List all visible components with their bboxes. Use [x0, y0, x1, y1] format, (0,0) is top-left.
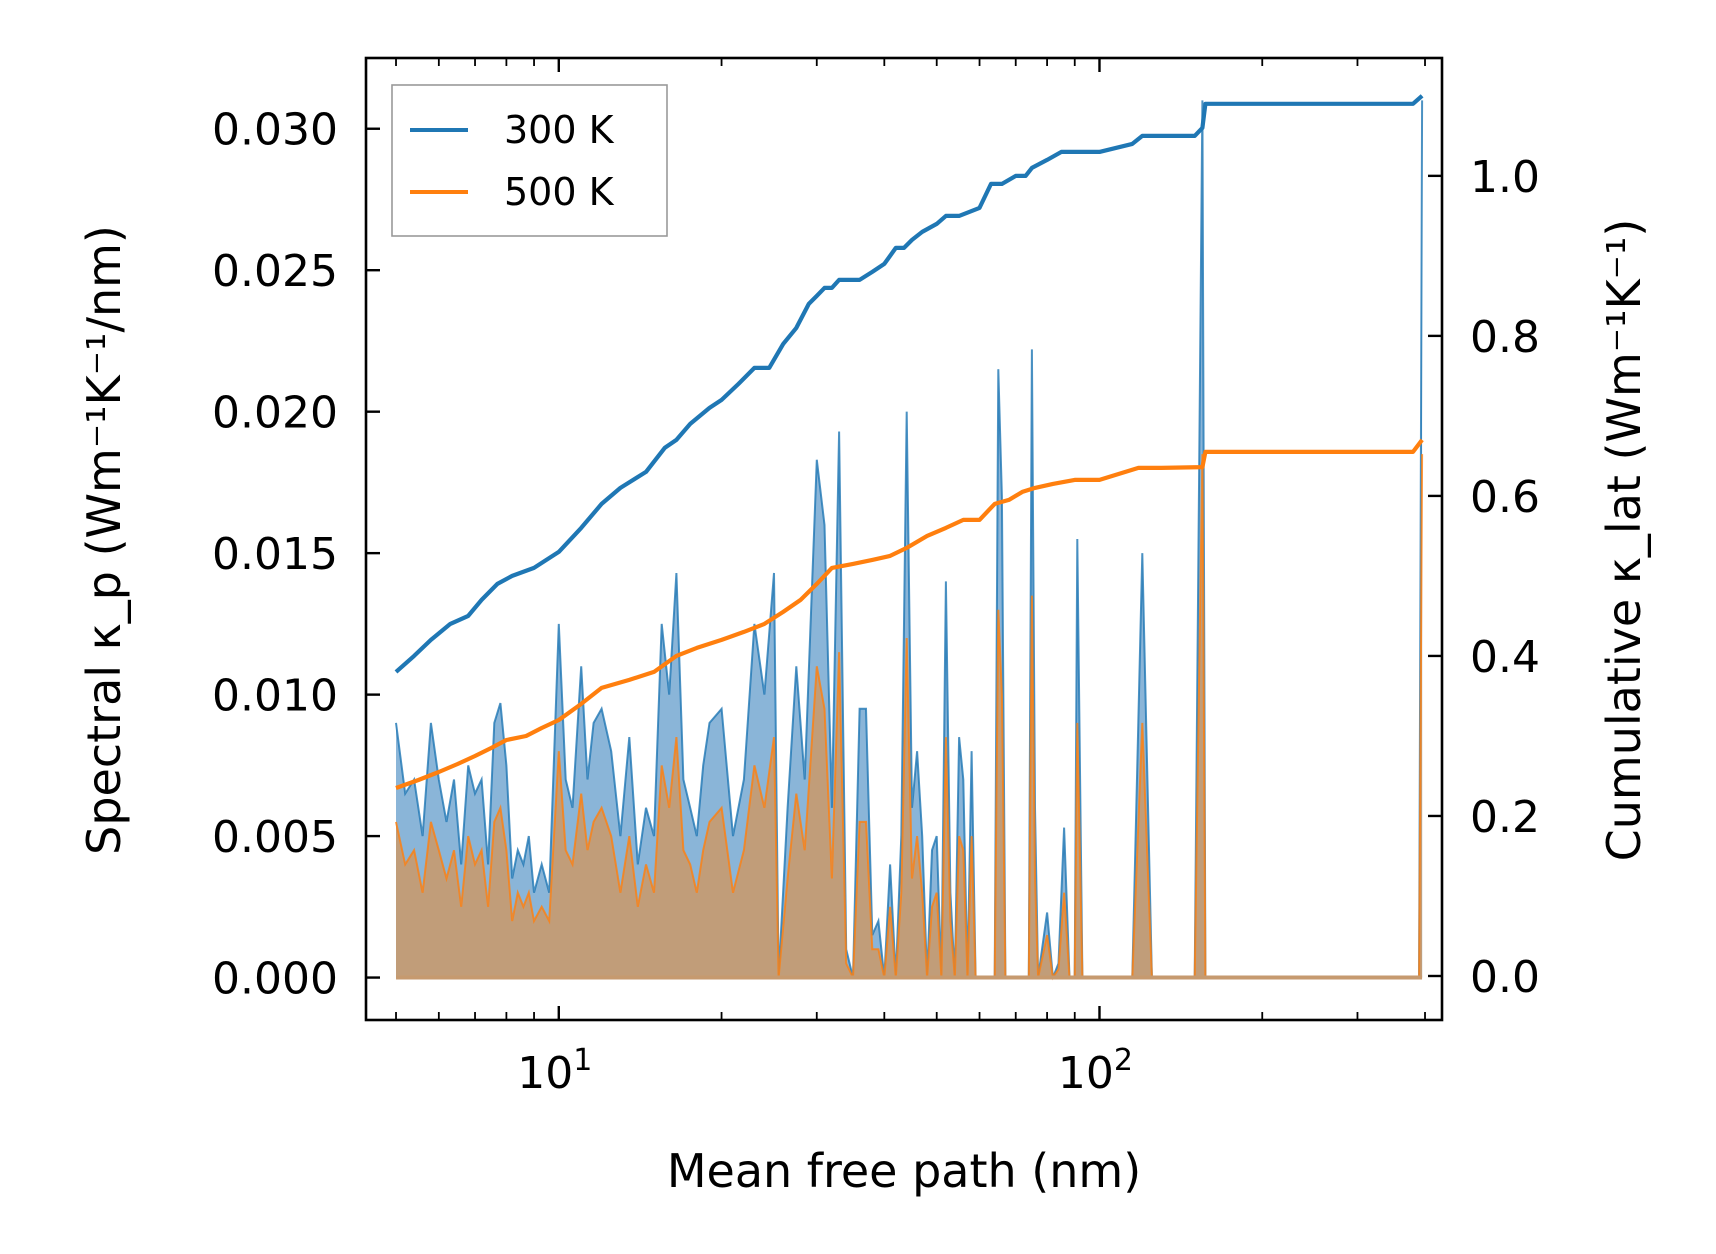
legend-label-500k: 500 K — [504, 170, 615, 214]
cumulative-line-500k — [395, 438, 1424, 790]
y-axis-label-left: Spectral κ_p (Wm⁻¹K⁻¹/nm) — [77, 225, 131, 855]
y-right-tick-label: 0.8 — [1470, 312, 1540, 363]
spectral-line-300k — [395, 100, 1424, 979]
y-right-tick-label: 1.0 — [1470, 152, 1540, 203]
x-axis-label: Mean free path (nm) — [667, 1144, 1141, 1198]
spectral-line-500k — [395, 454, 1424, 981]
y-right-tick-label: 0.6 — [1470, 472, 1540, 523]
y-left-tick-label: 0.020 — [212, 388, 338, 439]
legend-box — [391, 84, 668, 237]
y-left-tick-label: 0.025 — [212, 246, 338, 297]
cumulative-line-300k — [394, 94, 1424, 674]
y-left-tick-label: 0.000 — [212, 954, 338, 1005]
y-left-tick-label: 0.010 — [212, 671, 338, 722]
y-axis-label-right: Cumulative κ_lat (Wm⁻¹K⁻¹) — [1597, 219, 1651, 862]
legend-label-300k: 300 K — [504, 108, 615, 152]
y-right-tick-label: 0.0 — [1470, 952, 1540, 1003]
spectral-area-500k — [396, 454, 1423, 978]
legend: 300 K 500 K — [391, 84, 668, 237]
y-left-tick-label: 0.030 — [212, 105, 338, 156]
y-left-tick-label: 0.005 — [212, 812, 338, 863]
plot-frame — [364, 56, 1444, 1022]
y-left-tick-label: 0.015 — [212, 529, 338, 580]
y-right-tick-label: 0.2 — [1470, 792, 1540, 843]
y-right-tick-label: 0.4 — [1470, 632, 1540, 683]
